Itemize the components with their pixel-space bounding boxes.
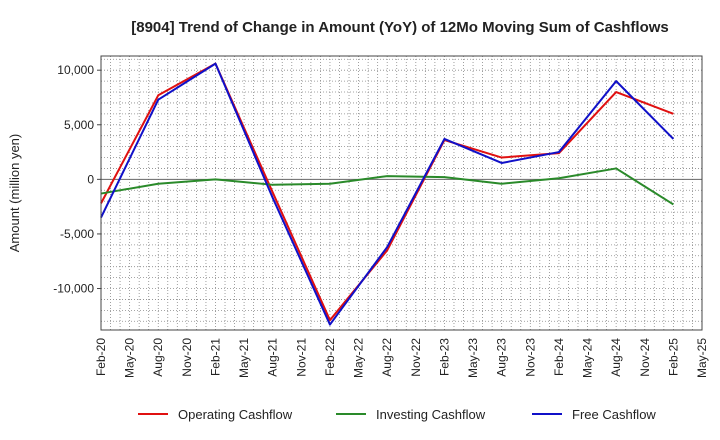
plot-frame	[100, 55, 703, 331]
legend-label: Free Cashflow	[572, 407, 656, 422]
y-tick-label: -5,000	[60, 227, 94, 241]
x-tick-label: Nov-20	[180, 338, 194, 377]
y-tick-label: 10,000	[57, 63, 94, 77]
x-tick-label: Aug-20	[151, 338, 165, 377]
x-tick-label: May-22	[352, 338, 366, 378]
x-tick-label: May-25	[695, 338, 709, 378]
y-tick-label: 0	[87, 172, 94, 186]
x-tick-label: Feb-23	[437, 338, 451, 376]
x-tick-label: Nov-22	[409, 338, 423, 377]
series-group	[100, 62, 675, 326]
x-tick-label: Feb-24	[552, 338, 566, 376]
x-tick-label: Aug-22	[380, 338, 394, 377]
y-axis-label: Amount (million yen)	[7, 134, 22, 253]
x-tick-label: Nov-24	[638, 338, 652, 377]
x-tick-label: Nov-21	[294, 338, 308, 377]
y-tick-label: -10,000	[53, 282, 94, 296]
legend-label: Investing Cashflow	[376, 407, 486, 422]
y-tick-labels: 10,000 5,000 0 -5,000 -10,000	[53, 63, 101, 296]
x-tick-label: Feb-25	[666, 338, 680, 376]
x-tick-label: May-21	[237, 338, 251, 378]
legend: Operating Cashflow Investing Cashflow Free…	[138, 407, 656, 422]
x-tick-label: Feb-21	[208, 338, 222, 376]
x-tick-label: Aug-24	[609, 338, 623, 377]
x-tick-label: Feb-22	[323, 338, 337, 376]
x-tick-label: Aug-21	[266, 338, 280, 377]
x-tick-label: Aug-23	[495, 338, 509, 377]
x-tick-label: May-24	[581, 338, 595, 378]
x-tick-label: May-23	[466, 338, 480, 378]
series-line-investing-cashflow	[100, 167, 674, 206]
x-tick-label: Feb-20	[94, 338, 108, 376]
series-line-free-cashflow	[100, 62, 675, 326]
series-line-operating-cashflow	[100, 62, 674, 322]
chart-title: [8904] Trend of Change in Amount (YoY) o…	[131, 19, 669, 36]
grid-lines	[101, 56, 702, 330]
legend-label: Operating Cashflow	[178, 407, 293, 422]
y-tick-label: 5,000	[64, 118, 94, 132]
x-tick-labels: Feb-20 May-20 Aug-20 Nov-20 Feb-21 May-21 Aug-…	[94, 338, 709, 378]
x-tick-label: Nov-23	[523, 338, 537, 377]
x-tick-label: May-20	[123, 338, 137, 378]
